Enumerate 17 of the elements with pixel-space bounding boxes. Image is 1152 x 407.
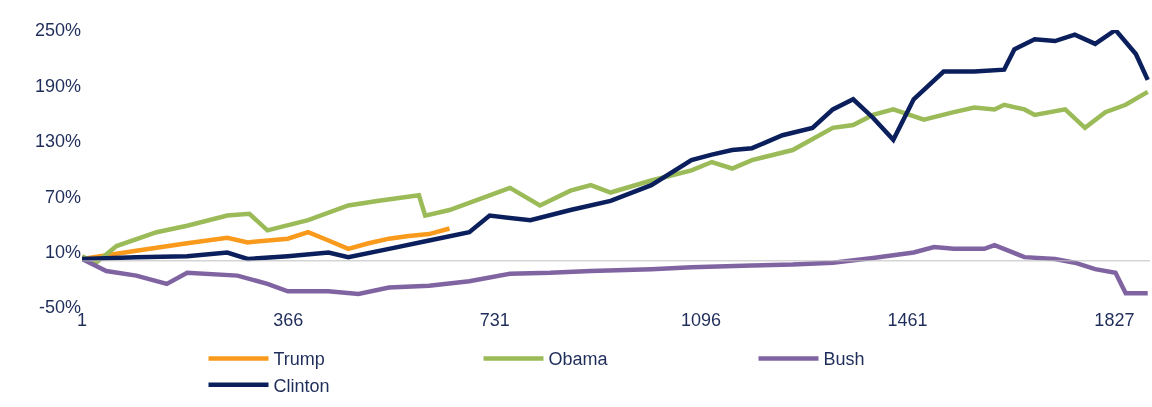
y-tick-label: 190% [34, 75, 81, 96]
x-tick-label: 1827 [1094, 310, 1135, 330]
x-tick-label: 366 [273, 310, 304, 330]
line-series [82, 89, 1150, 265]
y-tick-label: 70% [44, 186, 81, 207]
y-tick-label: 250% [34, 20, 81, 41]
legend-label: Obama [548, 349, 609, 370]
x-tick-label: 731 [479, 310, 510, 330]
legend-label: Bush [823, 349, 865, 370]
y-tick-label: 10% [44, 241, 81, 262]
legend-label: Trump [273, 349, 325, 370]
legend-label: Clinton [273, 375, 330, 396]
x-tick-label: 1096 [681, 310, 722, 330]
line-series [82, 242, 1150, 297]
y-tick-label: 130% [34, 131, 81, 152]
x-tick-label: 1461 [887, 310, 928, 330]
line-series [82, 30, 1150, 262]
